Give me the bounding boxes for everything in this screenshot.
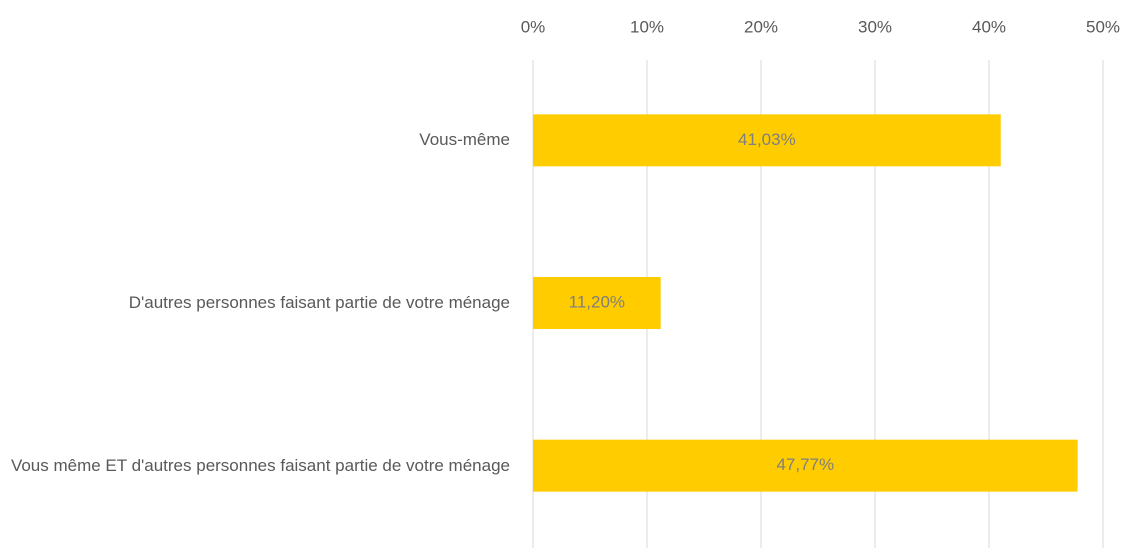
bar bbox=[533, 277, 661, 329]
value-label: 11,20% bbox=[569, 292, 625, 311]
bar bbox=[533, 439, 1078, 492]
y-tick-label: Vous-même bbox=[419, 130, 510, 150]
x-tick-label: 0% bbox=[521, 17, 546, 36]
bar bbox=[533, 114, 1001, 167]
x-tick-label: 20% bbox=[744, 17, 778, 36]
value-label: 41,03% bbox=[738, 130, 796, 149]
x-tick-label: 40% bbox=[972, 17, 1006, 36]
y-tick-label: D'autres personnes faisant partie de vot… bbox=[128, 293, 510, 312]
x-tick-label: 30% bbox=[858, 17, 892, 36]
value-label: 47,77% bbox=[776, 455, 834, 474]
x-tick-label: 50% bbox=[1086, 17, 1120, 36]
x-tick-label: 10% bbox=[630, 17, 664, 36]
y-tick-label: Vous même ET d'autres personnes faisant … bbox=[10, 455, 510, 475]
